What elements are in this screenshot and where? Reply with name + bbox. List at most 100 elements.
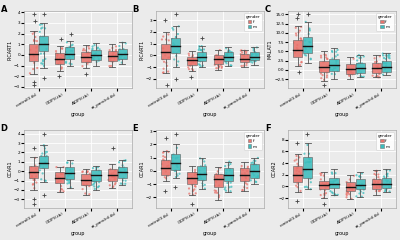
Point [382, 190, 388, 194]
Point [30, 183, 36, 186]
Point [346, 67, 352, 71]
Point [327, 68, 334, 72]
Point [344, 193, 350, 197]
Point [317, 187, 324, 191]
Point [302, 53, 308, 57]
Point [376, 185, 383, 189]
Point [117, 48, 123, 51]
Point [123, 172, 129, 175]
Point [386, 186, 392, 189]
Point [306, 157, 312, 161]
Point [359, 67, 365, 71]
Point [244, 61, 250, 65]
Point [40, 171, 46, 175]
Point [346, 192, 352, 196]
Point [250, 161, 256, 164]
Point [224, 168, 230, 172]
Point [53, 51, 59, 55]
Point [219, 65, 225, 69]
Bar [171, 154, 180, 169]
Point [294, 47, 301, 51]
Point [213, 54, 219, 57]
Point [70, 46, 76, 50]
Point [36, 30, 43, 34]
Point [321, 78, 327, 82]
Point [165, 70, 171, 73]
Point [253, 53, 259, 57]
Point [189, 67, 195, 71]
Point [84, 170, 91, 174]
Point [348, 64, 355, 67]
Point [192, 168, 198, 172]
Point [96, 57, 102, 61]
Point [107, 167, 114, 171]
Point [346, 69, 353, 73]
Point [31, 171, 38, 175]
Point [58, 67, 65, 71]
Point [332, 171, 339, 175]
Point [42, 57, 48, 61]
Bar [214, 174, 223, 187]
X-axis label: group: group [203, 231, 217, 236]
Point [306, 152, 312, 156]
Point [189, 176, 195, 180]
Point [323, 191, 329, 195]
Point [227, 50, 233, 54]
Point [375, 75, 382, 79]
Bar [65, 48, 74, 59]
Point [59, 47, 65, 50]
Point [43, 47, 50, 51]
Point [329, 171, 335, 174]
Point [174, 146, 180, 150]
Point [190, 68, 196, 72]
Point [347, 183, 353, 187]
Point [222, 164, 228, 168]
Point [222, 60, 229, 64]
Point [242, 171, 248, 175]
Point [120, 163, 126, 167]
Point [228, 185, 235, 189]
Point [93, 51, 99, 55]
Point [64, 179, 70, 182]
Point [212, 175, 218, 179]
Bar [29, 44, 38, 61]
Point [171, 169, 178, 173]
Point [239, 188, 246, 192]
Point [376, 75, 382, 79]
Point [200, 64, 206, 67]
Point [189, 55, 196, 59]
Point [386, 190, 393, 193]
Point [347, 187, 353, 191]
Point [169, 156, 176, 160]
Point [117, 54, 123, 57]
Point [58, 179, 64, 183]
Point [38, 177, 44, 181]
Point [122, 179, 129, 183]
Bar [187, 57, 196, 65]
Point [291, 41, 297, 45]
Point [333, 61, 339, 65]
Point [307, 157, 313, 161]
Point [374, 169, 380, 173]
Point [298, 37, 304, 41]
Point [344, 191, 350, 194]
Point [59, 171, 66, 175]
Point [252, 59, 259, 63]
Point [250, 172, 256, 175]
Point [174, 165, 181, 169]
Point [384, 172, 391, 176]
Point [169, 37, 175, 41]
Point [109, 46, 116, 50]
Point [294, 43, 300, 47]
Point [377, 54, 383, 58]
Point [357, 74, 364, 78]
Point [302, 49, 308, 53]
Point [111, 175, 117, 179]
Point [359, 182, 366, 186]
Point [215, 174, 221, 178]
Point [372, 60, 378, 64]
Point [321, 193, 328, 197]
Y-axis label: CCAR1: CCAR1 [140, 161, 145, 177]
Point [63, 60, 69, 64]
Point [358, 71, 364, 74]
